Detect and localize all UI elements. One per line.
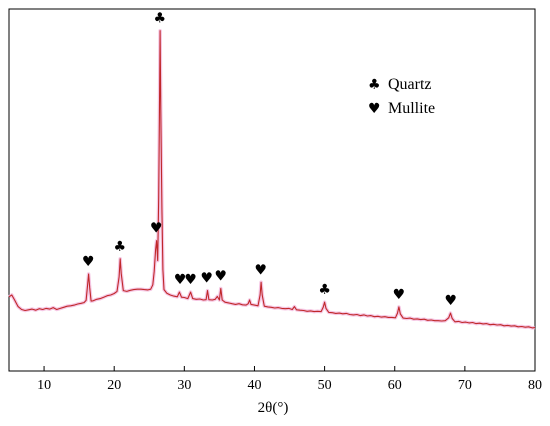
xrd-pattern-line bbox=[8, 30, 536, 329]
x-tick-label: 60 bbox=[388, 378, 402, 393]
series-layer bbox=[8, 28, 536, 330]
x-tick-label: 50 bbox=[318, 378, 332, 393]
mullite-peak-marker: ♥ bbox=[215, 268, 228, 284]
mullite-peak-marker: ♥ bbox=[200, 271, 213, 287]
mullite-peak-marker: ♥ bbox=[254, 262, 267, 278]
quartz-peak-marker: ♣ bbox=[154, 11, 167, 27]
x-tick-label: 40 bbox=[247, 378, 261, 393]
mullite-peak-marker: ♥ bbox=[393, 287, 406, 303]
x-tick-label: 80 bbox=[528, 378, 542, 393]
x-axis-title: 2θ(°) bbox=[258, 400, 289, 416]
mullite-peak-marker: ♥ bbox=[445, 293, 458, 309]
x-tick-label: 20 bbox=[107, 378, 121, 393]
legend-mullite-symbol: ♥ bbox=[368, 101, 381, 117]
x-tick-label: 30 bbox=[177, 378, 191, 393]
mullite-peak-marker: ♥ bbox=[150, 221, 163, 237]
plot-frame bbox=[8, 8, 536, 372]
legend: ♣ Quartz ♥ Mullite bbox=[368, 76, 435, 117]
legend-quartz-label: Quartz bbox=[388, 76, 432, 93]
mullite-peak-marker: ♥ bbox=[174, 272, 187, 288]
x-tick-label: 70 bbox=[458, 378, 472, 393]
quartz-peak-marker: ♣ bbox=[114, 239, 127, 255]
mullite-peak-marker: ♥ bbox=[82, 254, 95, 270]
x-axis-ticks: 10 20 30 40 50 60 70 80 bbox=[37, 366, 542, 393]
legend-quartz-symbol: ♣ bbox=[368, 77, 381, 93]
mullite-peak-marker: ♥ bbox=[184, 272, 197, 288]
x-tick-label: 10 bbox=[37, 378, 51, 393]
legend-mullite-label: Mullite bbox=[388, 100, 435, 117]
quartz-peak-marker: ♣ bbox=[318, 282, 331, 298]
peak-markers: ♥♣♣♥♥♥ ♥ ♥ ♥♣ ♥ ♥ bbox=[82, 11, 457, 309]
